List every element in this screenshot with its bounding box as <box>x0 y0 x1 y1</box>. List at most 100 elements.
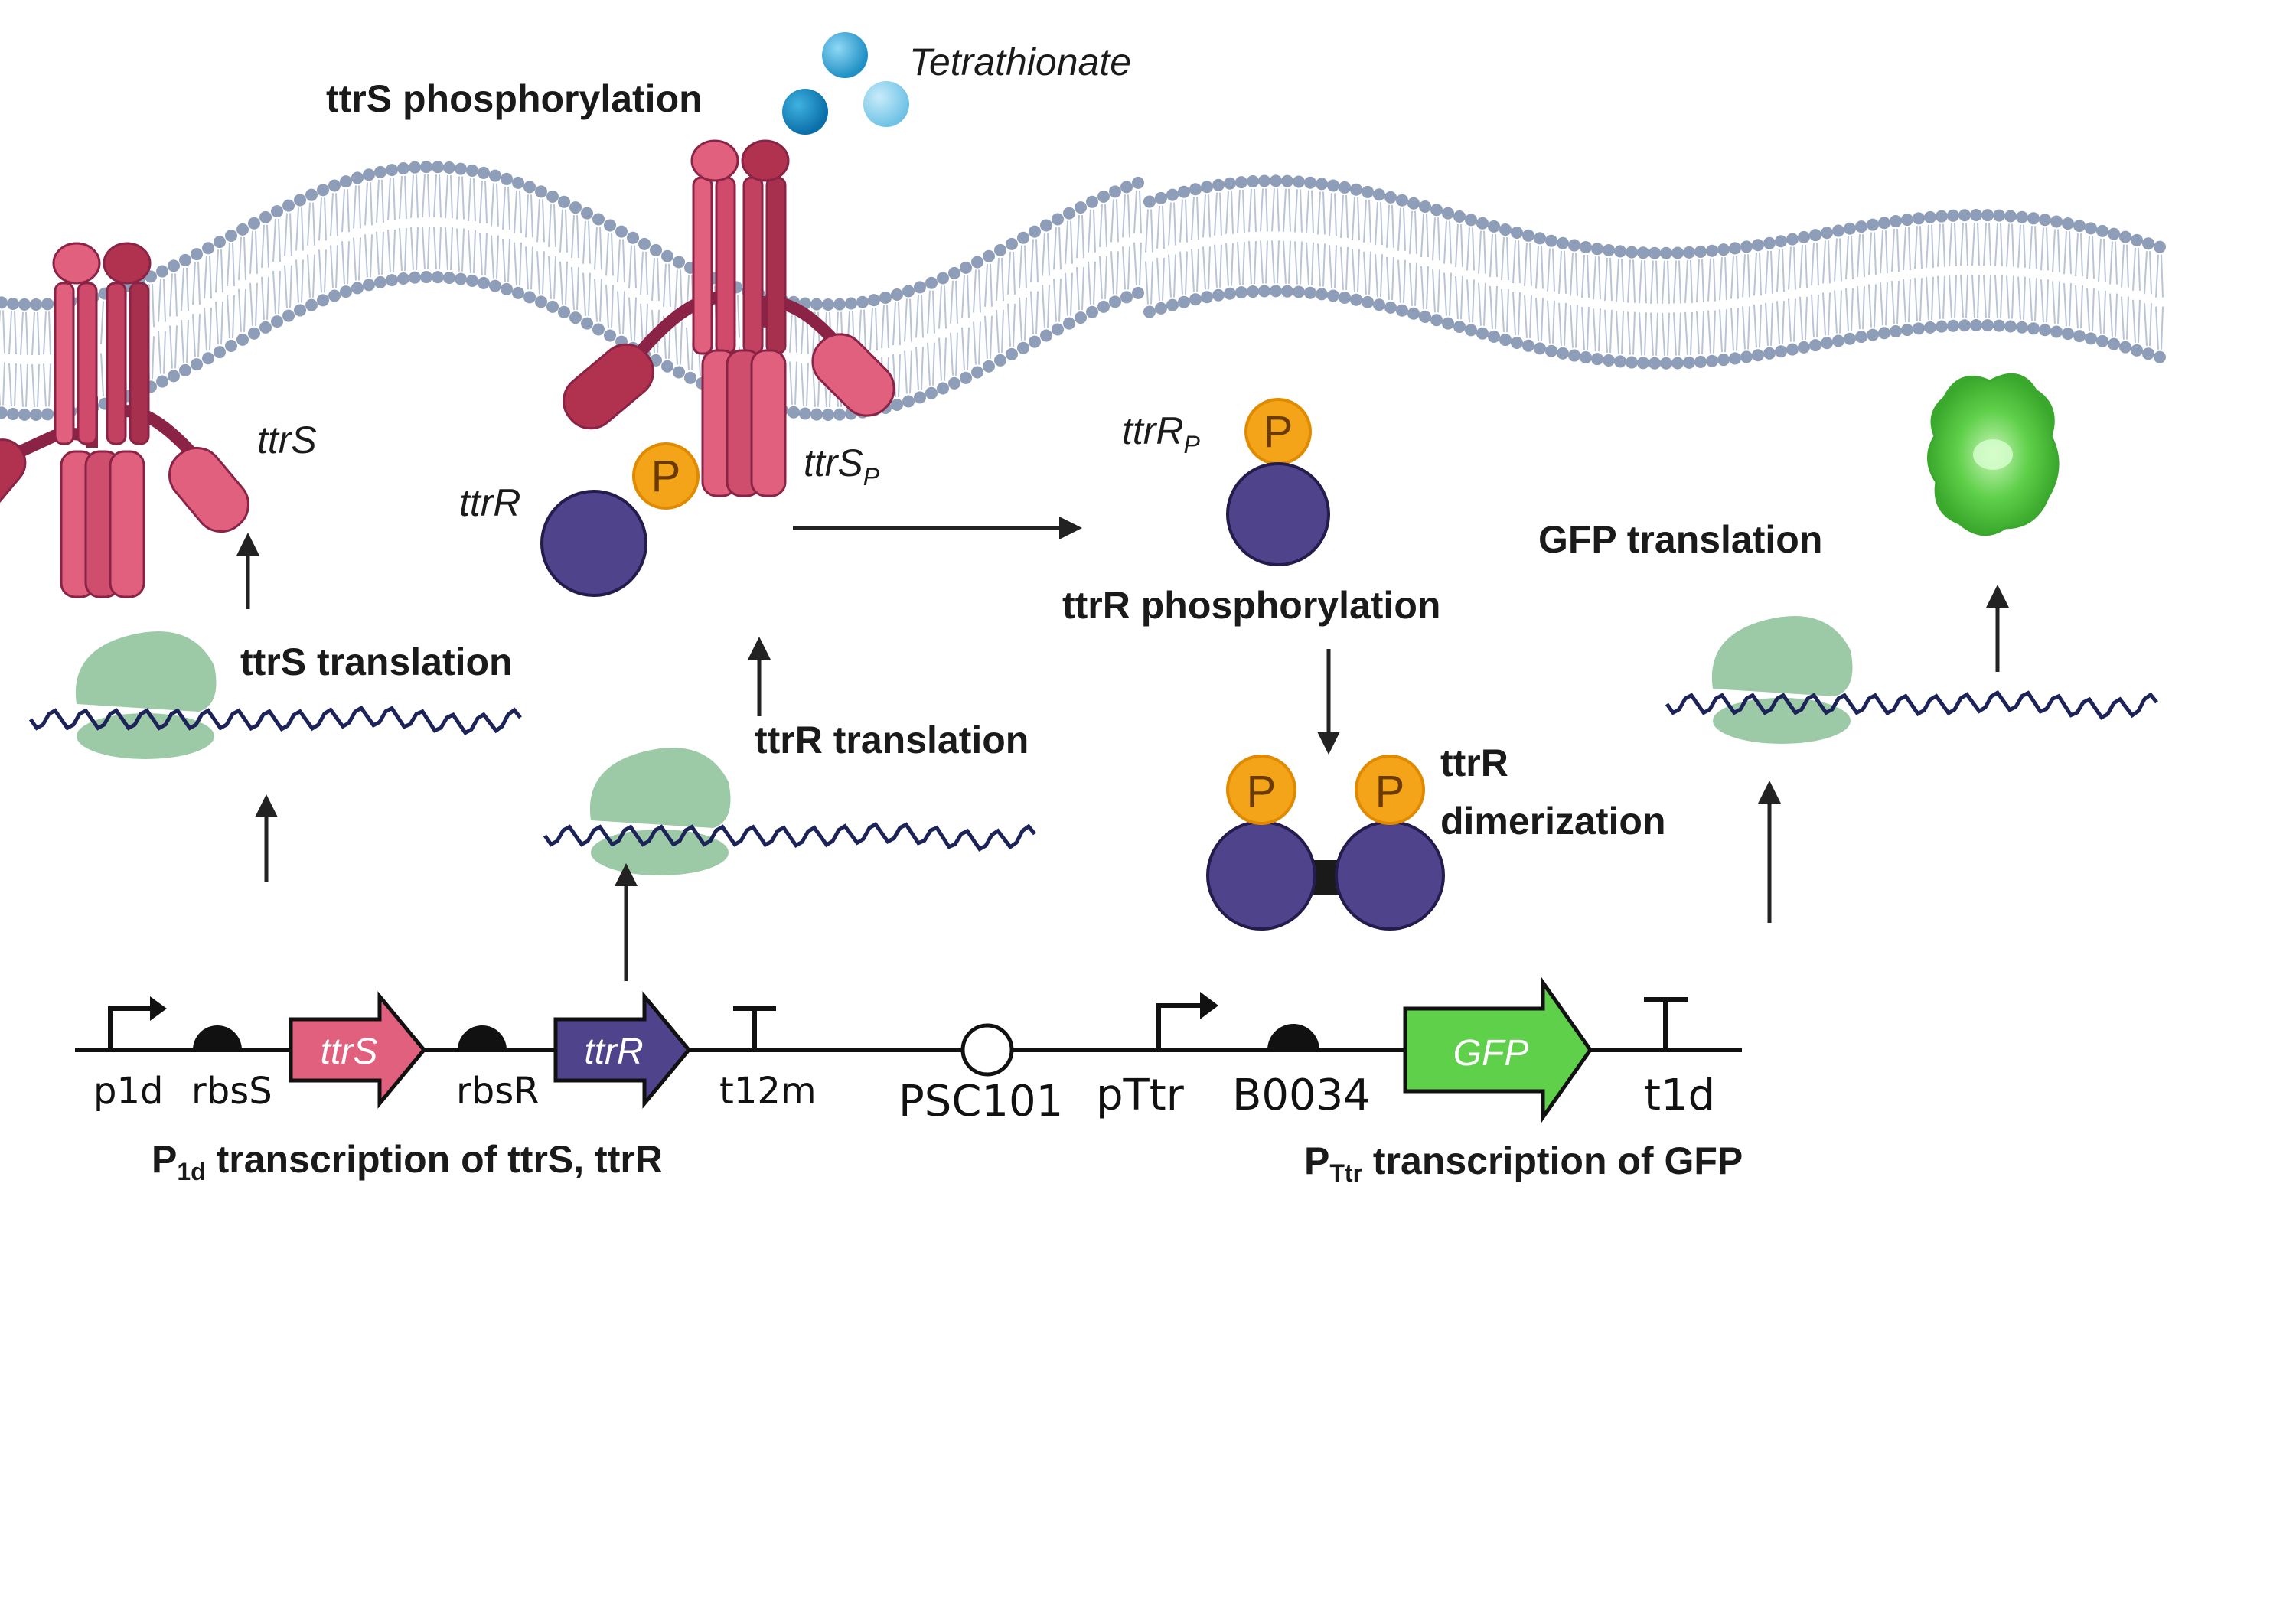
lipid-head <box>1626 356 1638 369</box>
t12m-part-label: t12m <box>719 1070 817 1113</box>
phosphate-symbol: P <box>1264 407 1293 457</box>
lipid-head <box>1086 305 1098 318</box>
lipid-head <box>2027 322 2040 335</box>
lipid-head <box>1580 351 1592 364</box>
lipid-head <box>1488 330 1500 343</box>
lipid-head <box>1476 327 1489 340</box>
lipid-head <box>1752 239 1764 252</box>
lipid-head <box>891 399 903 412</box>
lipid-head <box>363 168 375 181</box>
lipid-head <box>1913 212 1925 225</box>
lipid-head <box>1075 311 1087 324</box>
lipid-head <box>317 294 329 307</box>
lipid-head <box>1017 341 1029 354</box>
lipid-head <box>1591 353 1603 366</box>
lipid-head <box>914 281 926 294</box>
lipid-head <box>1913 322 1925 335</box>
lipid-head <box>1143 305 1156 318</box>
psc101-origin-glyph <box>960 1023 1014 1077</box>
lipid-head <box>1671 246 1684 259</box>
lipid-head <box>351 282 364 295</box>
lipid-head <box>1522 339 1534 352</box>
lipid-head <box>1832 334 1844 347</box>
lipid-head <box>1660 357 1672 370</box>
lipid-head <box>1212 288 1225 302</box>
lipid-head <box>937 272 949 285</box>
lipid-head <box>328 179 341 192</box>
lipid-head <box>432 161 444 174</box>
lipid-head <box>2119 230 2131 243</box>
lipid-head <box>236 333 249 346</box>
lipid-head <box>1052 323 1064 336</box>
lipid-head <box>1224 287 1236 300</box>
lipid-head <box>1775 345 1787 358</box>
lipid-head <box>1063 207 1075 220</box>
lipid-head <box>1465 214 1477 227</box>
lipid-head <box>317 184 329 197</box>
lipid-head <box>1867 328 1879 341</box>
lipid-head <box>1132 176 1144 189</box>
lipid-head <box>1855 220 1867 233</box>
lipid-head <box>1649 357 1661 370</box>
ttrs-phosphorylation-label: ttrS phosphorylation <box>326 77 703 120</box>
lipid-head <box>1534 232 1546 245</box>
gfp-cds-glyph <box>1403 976 1593 1123</box>
lipid-head <box>902 285 915 298</box>
lipid-head <box>569 311 582 324</box>
lipid-head <box>925 386 938 399</box>
lipid-head <box>489 279 501 292</box>
ttrr-dimer <box>1206 820 1445 931</box>
lipid-head <box>340 285 352 298</box>
lipid-head <box>340 175 352 188</box>
mrna-strand <box>28 705 522 735</box>
lipid-head <box>1890 215 1902 228</box>
lipid-head <box>455 162 467 175</box>
lipid-head <box>1993 319 2005 332</box>
ttrr-protein <box>540 490 647 597</box>
lipid-head <box>810 298 823 311</box>
phosphate-group: P <box>1226 755 1296 825</box>
lipid-head <box>282 309 295 322</box>
ttrs-translation-label: ttrS translation <box>240 641 513 683</box>
lipid-head <box>1097 190 1110 203</box>
lipid-head <box>1821 227 1833 240</box>
ttrr-cds-label: ttrR <box>584 1032 643 1072</box>
lipid-head <box>2085 222 2097 235</box>
lipid-head <box>983 360 995 373</box>
lipid-head <box>294 304 306 317</box>
lipid-head <box>1970 209 1982 222</box>
lipid-head <box>1580 241 1592 254</box>
ribosome-group <box>28 616 2158 875</box>
pttr-promoter-glyph <box>1156 1003 1200 1050</box>
lipid-head <box>1752 349 1764 362</box>
lipid-head <box>1166 188 1179 201</box>
lipid-head <box>1890 325 1902 338</box>
lipid-head <box>1040 219 1052 232</box>
lipid-head <box>1327 289 1339 302</box>
gfp-translation-label: GFP translation <box>1538 518 1822 561</box>
lipid-head <box>1511 337 1523 350</box>
lipid-head <box>41 298 54 311</box>
lipid-head <box>1557 236 1569 249</box>
lipid-head <box>2085 332 2097 345</box>
lipid-head <box>512 176 524 189</box>
rbss-part-label: rbsS <box>191 1070 272 1113</box>
ribosome-small-subunit <box>591 830 729 875</box>
ttrs-cds-glyph <box>289 991 427 1109</box>
lipid-head <box>983 249 995 262</box>
lipid-head <box>409 161 421 174</box>
lipid-head <box>1270 285 1282 298</box>
pttr-transcription-caption: PTtr transcription of GFP <box>1304 1139 1743 1187</box>
lipid-head <box>501 172 513 185</box>
lipid-head <box>1109 185 1121 198</box>
lipid-head <box>1258 285 1270 298</box>
lipid-head <box>1396 194 1408 207</box>
lipid-head <box>1947 319 1959 332</box>
lipid-head <box>1178 185 1190 198</box>
lipid-head <box>202 352 214 365</box>
lipid-head <box>328 289 341 302</box>
lipid-head <box>271 315 283 328</box>
lipid-head <box>1844 332 1856 345</box>
phosphate-symbol: P <box>1247 767 1277 817</box>
